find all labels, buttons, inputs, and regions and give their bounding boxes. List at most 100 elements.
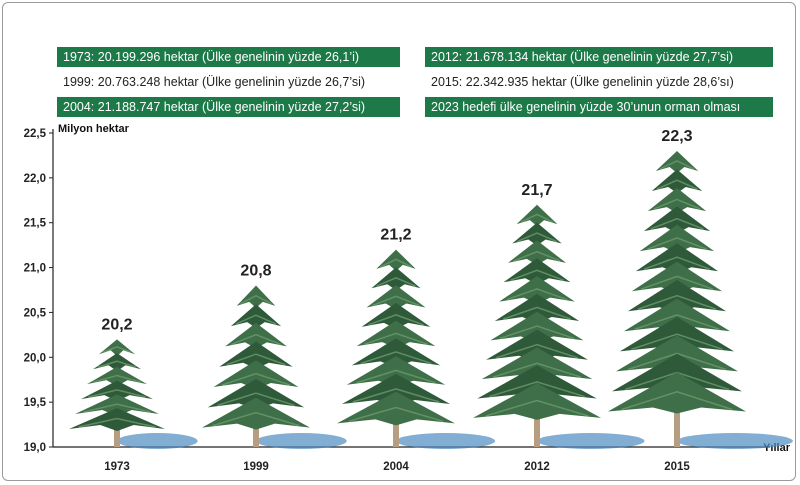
tree-mark-2012: 21,7: [473, 182, 645, 449]
tree-highlight: [656, 179, 698, 190]
tree-highlight: [640, 275, 714, 290]
tree-tier: [99, 339, 135, 357]
tree-mark-1973: 20,2: [69, 316, 198, 449]
tree-tier: [207, 378, 305, 410]
tree-tier: [236, 285, 276, 308]
tree-highlight: [212, 411, 300, 427]
tree-tier: [219, 341, 293, 369]
tree-tier: [371, 267, 421, 291]
tree-highlight: [506, 288, 568, 301]
tree-highlight: [516, 232, 558, 243]
tree-highlight: [520, 213, 554, 223]
tree-trunk: [534, 407, 540, 447]
value-label: 21,7: [521, 182, 552, 199]
x-tick-label: 1973: [104, 461, 130, 473]
x-tick-label: 1999: [243, 461, 269, 473]
tree-mark-2015: 22,3: [608, 128, 793, 449]
tree-body: [69, 339, 198, 449]
y-tick-label: 19,5: [24, 397, 47, 409]
x-tick-label: 2004: [383, 461, 409, 473]
tree-highlight: [376, 276, 416, 287]
tree-highlight: [647, 237, 707, 250]
tree-mark-2004: 21,2: [337, 227, 496, 449]
tree-highlight: [102, 346, 132, 353]
info-box-5: 2015: 22.342.935 hektar (Ülke genelinin …: [431, 75, 734, 89]
axis-layer: Milyon hektar Yıllar: [52, 123, 791, 454]
y-ticks: 19,0 19,5 20,0 20,5 21,0 21,5 22,0 22,5: [24, 128, 53, 454]
tree-highlight: [352, 388, 440, 403]
tree-highlight: [637, 294, 717, 310]
y-tick-label: 20,0: [24, 352, 46, 364]
tree-tier: [512, 222, 562, 246]
info-box-1: 1973: 20.199.296 hektar (Ülke genelinin …: [57, 47, 400, 67]
tree-tier: [639, 224, 715, 254]
tree-tier: [366, 285, 426, 310]
tree-body: [608, 150, 793, 449]
tree-tier: [225, 322, 287, 349]
info-box-2: 1999: 20.763.248 hektar (Ülke genelinin …: [63, 75, 366, 89]
tree-shadow: [255, 433, 347, 449]
tree-highlight: [88, 389, 146, 398]
tree-highlight: [372, 295, 420, 307]
value-label: 20,2: [101, 316, 132, 333]
tree-tier: [507, 240, 567, 265]
y-tick-label: 21,0: [24, 263, 46, 275]
tree-tier: [631, 261, 723, 294]
tree-marks: 20,2 20,8 21,2 21,7 22,3: [69, 128, 793, 449]
value-label: 21,2: [380, 227, 411, 244]
tree-tier: [651, 169, 703, 194]
tree-highlight: [634, 314, 720, 331]
tree-highlight: [83, 403, 151, 413]
tree-trunk: [393, 413, 399, 447]
tree-trunk: [674, 401, 680, 447]
tree-highlight: [496, 343, 578, 359]
x-tick-label: 2012: [524, 461, 550, 473]
info-box-6: 2023 hedefi ülke genelinin yüzde 30’unun…: [425, 97, 773, 117]
y-axis-label: Milyon hektar: [58, 123, 130, 135]
tree-tier: [87, 366, 147, 387]
tree-highlight: [92, 374, 142, 383]
tree-highlight: [627, 352, 727, 371]
tree-body: [473, 204, 645, 449]
tree-highlight: [240, 294, 272, 305]
tree-tier: [93, 353, 141, 372]
tree-tier: [75, 394, 159, 417]
tree-highlight: [364, 332, 428, 345]
tree-highlight: [503, 306, 571, 320]
y-tick-label: 22,5: [24, 128, 47, 140]
tree-shadow: [677, 433, 793, 449]
tree-tier: [486, 329, 588, 362]
x-tick-label: 2015: [664, 461, 690, 473]
info-box-3: 2004: 21.188.747 hektar (Ülke genelinin …: [57, 97, 400, 117]
tree-highlight: [485, 399, 589, 417]
info-box-4: 2012: 21.678.134 hektar (Ülke genelinin …: [425, 47, 773, 67]
tree-highlight: [226, 353, 286, 366]
tree-shadow: [117, 433, 198, 449]
y-tick-label: 22,0: [24, 173, 46, 185]
tree-tier: [655, 150, 699, 173]
tree-tier: [361, 302, 431, 329]
tree-highlight: [348, 406, 444, 423]
tree-highlight: [97, 360, 137, 368]
x-ticks: 1973 1999 2004 2012 2015: [104, 461, 690, 473]
tree-highlight: [235, 314, 277, 325]
tree-tier: [376, 249, 416, 271]
tree-body: [337, 249, 496, 449]
tree-shadow: [396, 433, 496, 449]
tree-highlight: [217, 392, 295, 407]
tree-highlight: [513, 250, 561, 262]
tree-highlight: [650, 217, 704, 230]
tree-tier: [356, 320, 436, 349]
y-tick-label: 19,0: [24, 442, 46, 454]
tree-tier: [627, 280, 727, 314]
tree-tier: [230, 304, 282, 329]
tree-highlight: [379, 258, 413, 268]
value-label: 20,8: [240, 263, 271, 280]
tree-highlight: [492, 362, 582, 378]
tree-mark-1999: 20,8: [202, 263, 347, 449]
tree-shadow: [537, 433, 645, 449]
tree-highlight: [631, 333, 723, 351]
tree-tier: [69, 408, 165, 431]
